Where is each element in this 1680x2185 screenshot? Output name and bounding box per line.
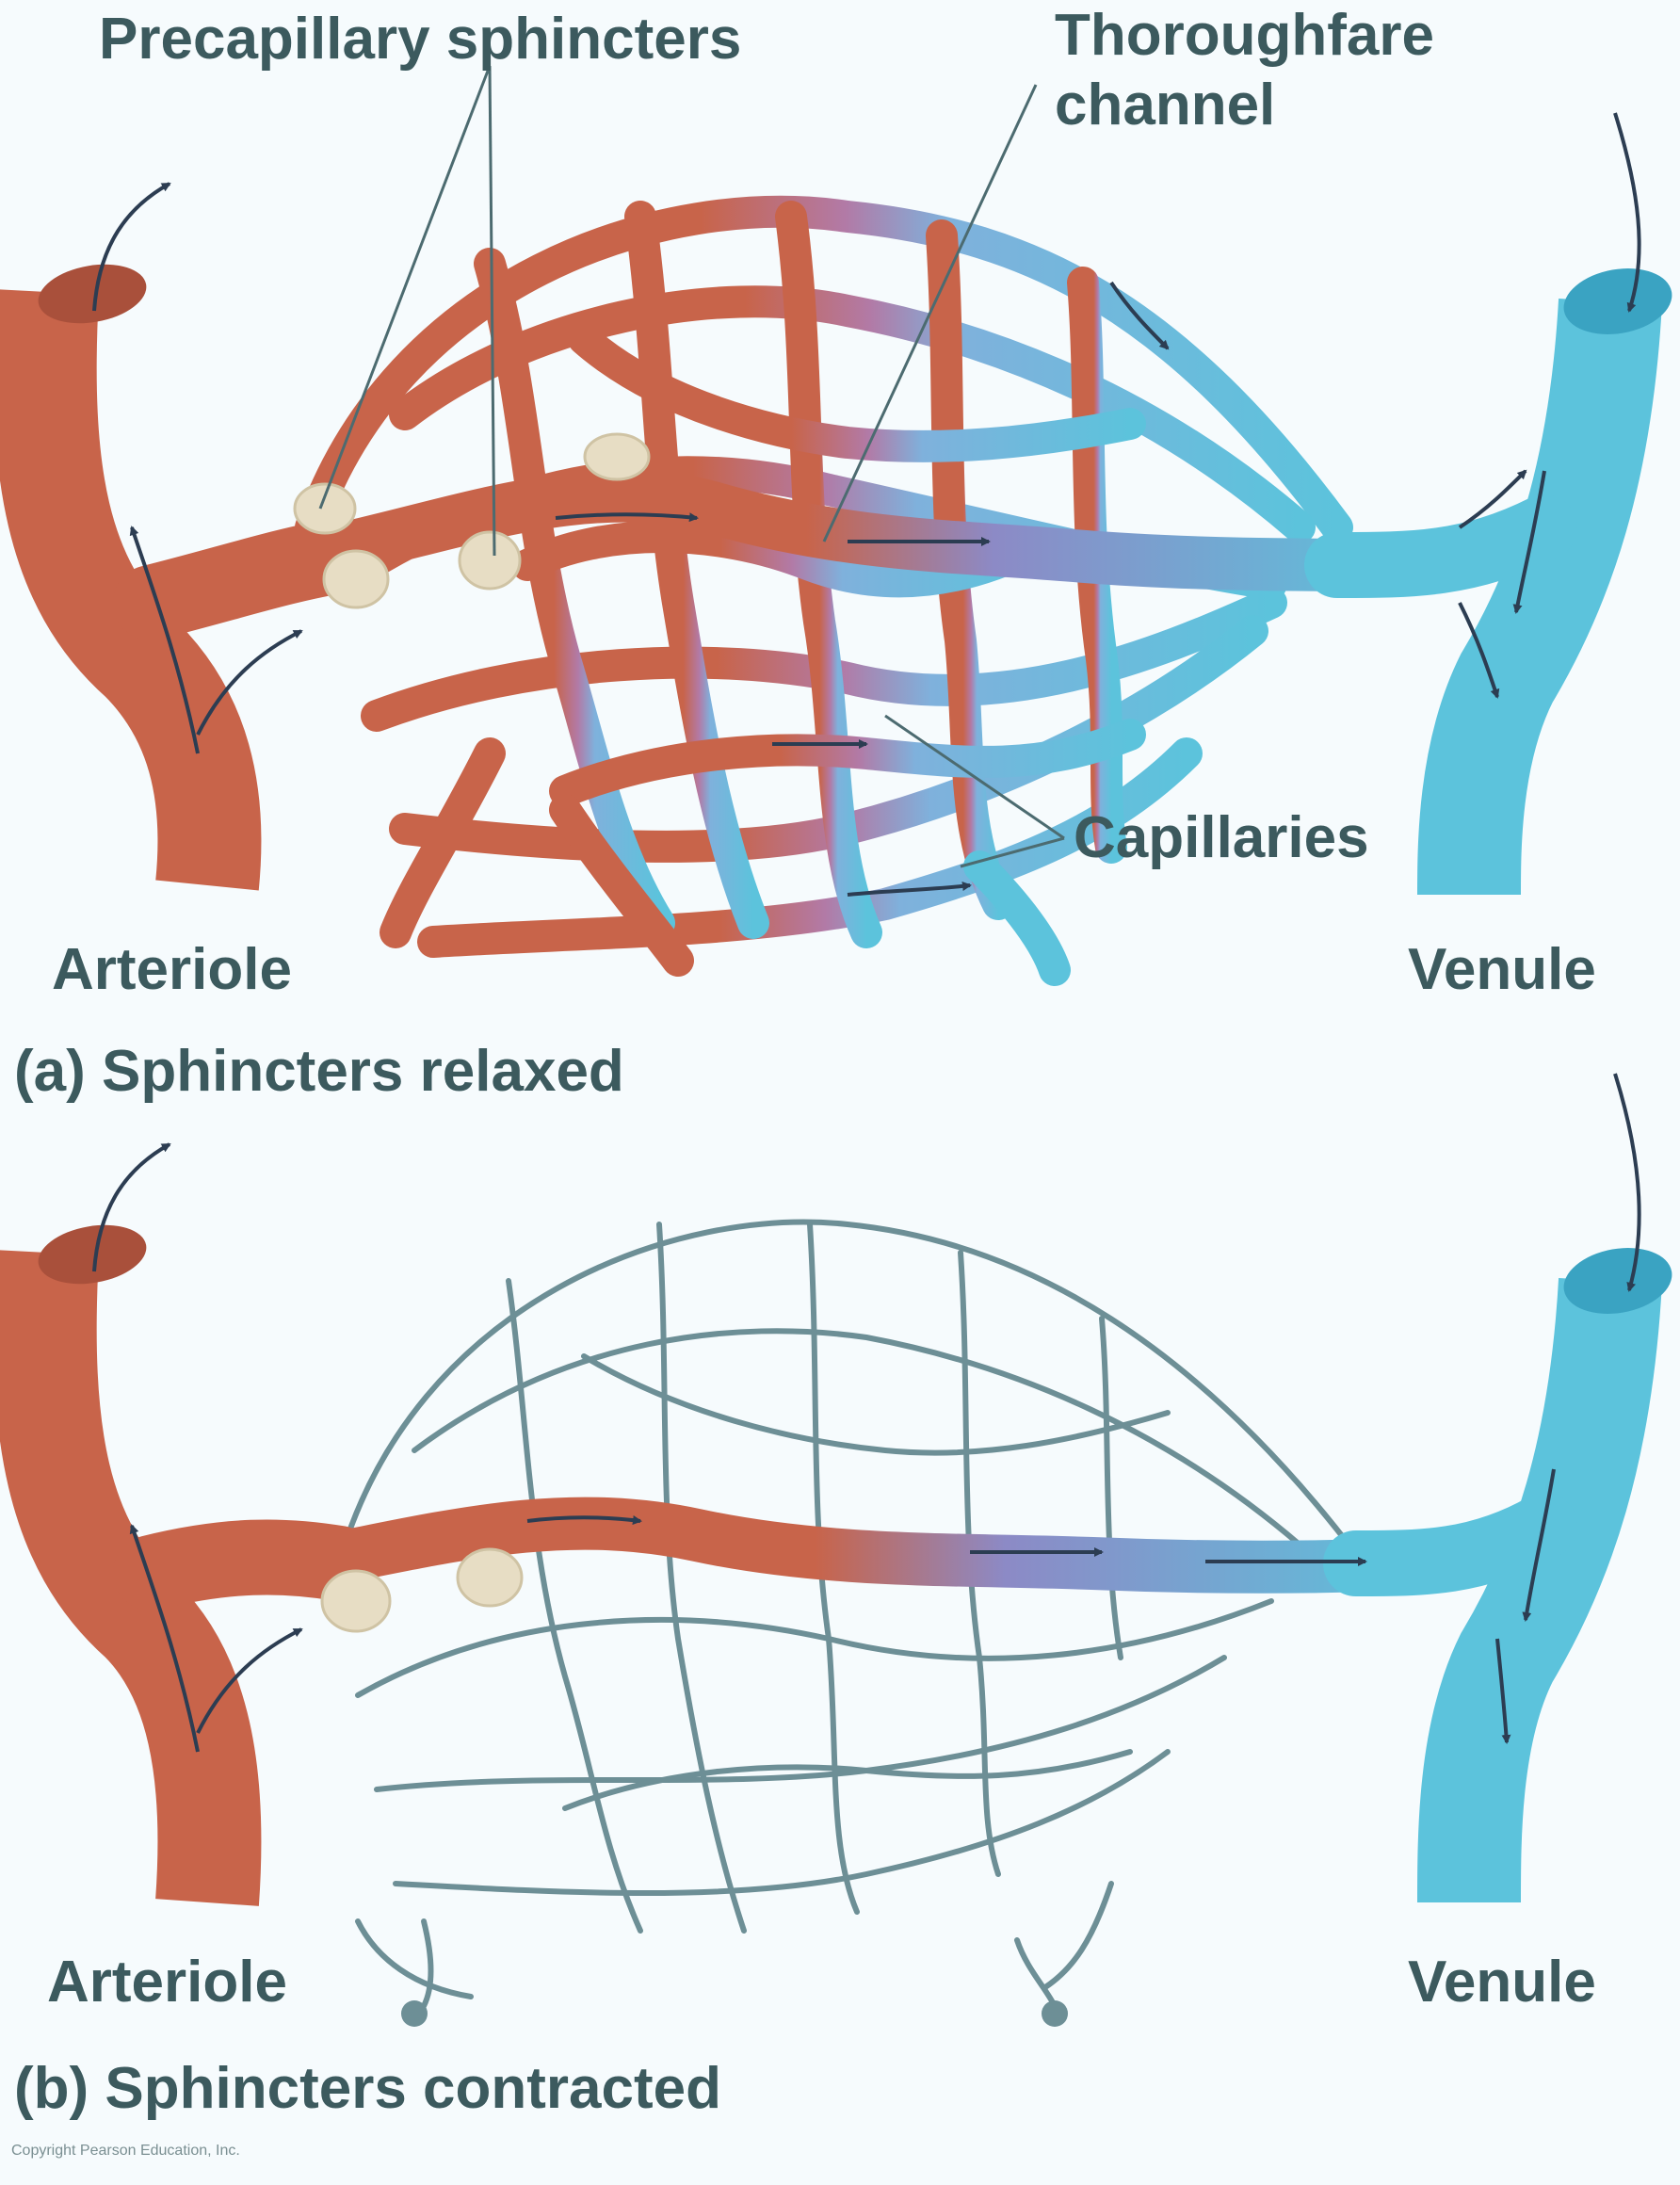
sphincter-a-3 [458,530,522,591]
label-venule-a: Venule [1408,937,1596,1002]
sphincter-b-1 [320,1569,392,1633]
capillary-outlines-b [336,1219,1359,2009]
venous-stub-a [963,850,1071,986]
callout-lines-a [318,65,1065,868]
outline-end-b-2 [1042,2000,1068,2027]
flow-arrows-b [92,1073,1641,1753]
label-precapillary-sphincters: Precapillary sphincters [99,7,741,72]
venule-b [1323,1248,1672,1903]
precapillary-sphincters-b [320,1547,524,1633]
label-thoroughfare: Thoroughfare [1055,3,1434,68]
caption-panel-a: (a) Sphincters relaxed [14,1039,624,1104]
branch-stubs-a [380,737,694,977]
sphincter-a-1 [293,482,357,535]
label-channel: channel [1055,73,1275,138]
copyright-credit: Copyright Pearson Education, Inc. [11,2143,240,2159]
venule-a [1304,268,1672,896]
thoroughfare-channel-b [284,1497,1458,1594]
sphincter-b-2 [456,1547,524,1608]
label-capillaries: Capillaries [1074,805,1369,870]
caption-panel-b: (b) Sphincters contracted [14,2056,721,2121]
panel-a: Precapillary sphincters Thoroughfare cha… [0,3,1672,1104]
label-arteriole-b: Arteriole [47,1950,287,2015]
flow-arrows-a [92,112,1641,897]
sphincter-a-2 [322,549,390,609]
panel-b: Arteriole Venule (b) Sphincters contract… [0,1073,1672,2159]
sphincter-a-4 [583,432,651,481]
outline-end-b-1 [401,2000,428,2027]
capillary-network-a [295,195,1353,958]
precapillary-sphincters-a [293,432,651,609]
label-arteriole-a: Arteriole [52,937,292,1002]
label-venule-b: Venule [1408,1950,1596,2015]
